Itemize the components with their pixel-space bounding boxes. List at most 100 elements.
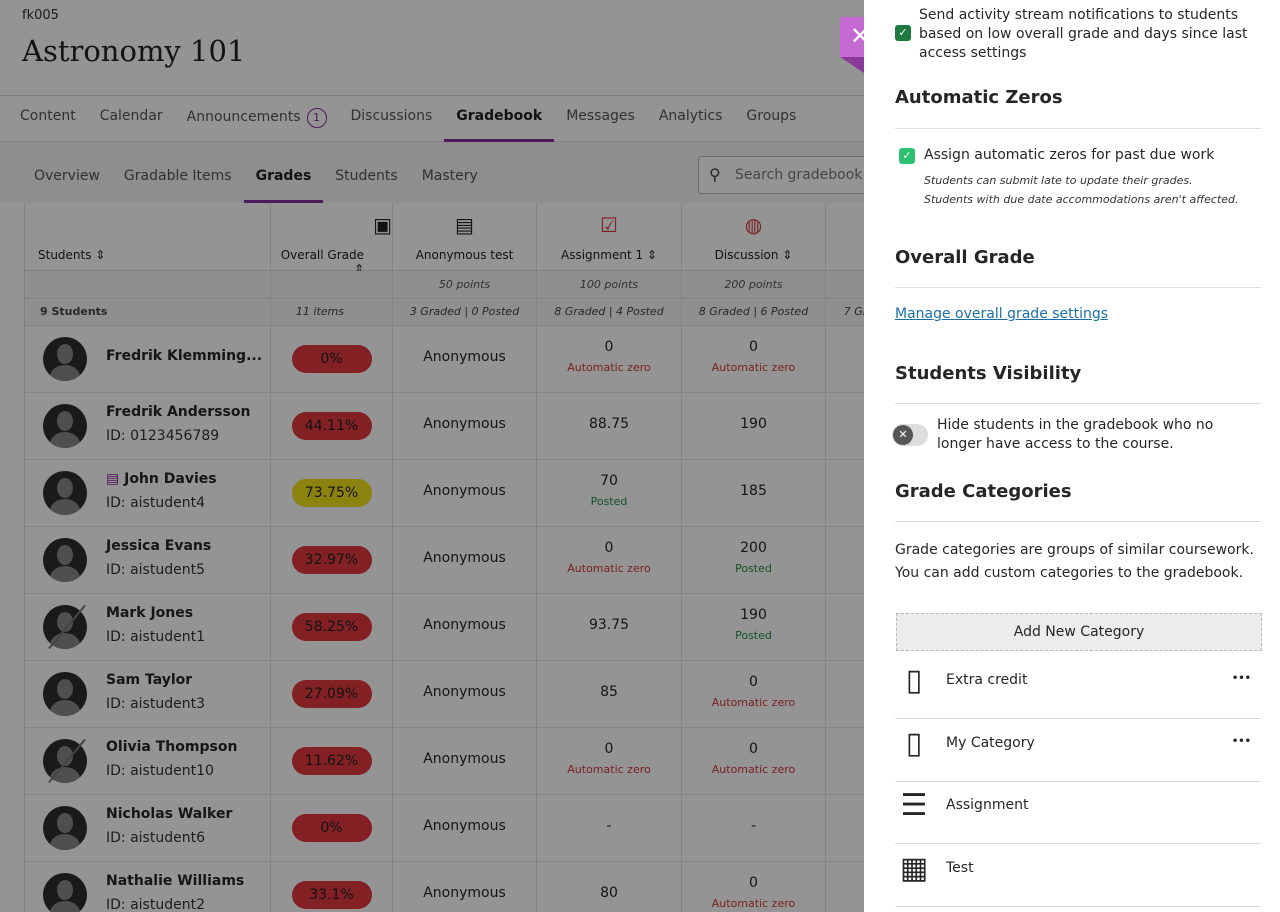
assignment-checklist-icon: ☰ (900, 788, 928, 823)
subtab-gradable-items[interactable]: Gradable Items (123, 168, 232, 184)
assignment-1-cell[interactable]: 80 (537, 862, 682, 912)
category-label: Assignment (946, 797, 1029, 813)
student-name[interactable]: Nathalie Williams (106, 873, 244, 889)
assignment-1-cell[interactable]: 85 (537, 661, 682, 727)
student-name[interactable]: Jessica Evans (106, 538, 211, 554)
student-cell[interactable]: Nicholas Walker ID: aistudent6 (25, 795, 271, 861)
student-cell[interactable]: ▤ John Davies ID: aistudent4 (25, 460, 271, 526)
student-name[interactable]: ▤ John Davies (106, 471, 217, 487)
overall-grade-cell[interactable]: 0% (271, 795, 393, 861)
subtab-mastery[interactable]: Mastery (421, 168, 478, 184)
more-options-icon[interactable]: ••• (1231, 735, 1251, 747)
tab-content[interactable]: Content (8, 96, 88, 141)
search-input[interactable]: ⚲ Search gradebook (698, 156, 864, 194)
tab-groups[interactable]: Groups (734, 96, 808, 141)
student-name[interactable]: Mark Jones (106, 605, 193, 621)
anonymous-test-cell[interactable]: Anonymous (393, 326, 537, 392)
overall-grade-cell[interactable]: 0% (271, 326, 393, 392)
tab-calendar[interactable]: Calendar (88, 96, 175, 141)
tab-announcements[interactable]: Announcements 1 (175, 96, 339, 141)
overall-grade-cell[interactable]: 44.11% (271, 393, 393, 459)
discussion-cell[interactable]: 0 Automatic zero (682, 862, 826, 912)
assignment-1-cell[interactable]: 70 Posted (537, 460, 682, 526)
avatar (43, 337, 87, 381)
student-name[interactable]: Fredrik Andersson (106, 404, 250, 420)
column-header[interactable]: ▣ Overall Grade ⇕ (271, 203, 393, 276)
subtab-overview[interactable]: Overview (34, 168, 100, 184)
overall-grade-cell[interactable]: 58.25% (271, 594, 393, 660)
student-cell[interactable]: Fredrik Klemming... (25, 326, 271, 392)
tab-label: Discussions (350, 108, 433, 124)
test-grid-icon: ▦ (899, 850, 929, 886)
discussion-cell[interactable]: 190 Posted (682, 594, 826, 660)
discussion-cell[interactable]: 190 (682, 393, 826, 459)
manage-overall-grade-link[interactable]: Manage overall grade settings (895, 306, 1109, 322)
anonymous-test-cell[interactable]: Anonymous (393, 862, 537, 912)
column-header[interactable]: ◍ Discussion ⇕ (682, 203, 826, 270)
subtab-grades[interactable]: Grades (243, 142, 324, 203)
discussion-cell[interactable]: 0 Automatic zero (682, 728, 826, 794)
anonymous-test-cell[interactable]: Anonymous (393, 661, 537, 727)
student-name[interactable]: Nicholas Walker (106, 806, 232, 822)
anonymous-test-cell[interactable]: Anonymous (393, 527, 537, 593)
student-cell[interactable]: Nathalie Williams ID: aistudent2 (25, 862, 271, 912)
assignment-1-cell[interactable]: 0 Automatic zero (537, 527, 682, 593)
overall-grade-cell[interactable]: 11.62% (271, 728, 393, 794)
column-label: Overall Grade ⇕ (280, 248, 364, 276)
student-cell[interactable]: Sam Taylor ID: aistudent3 (25, 661, 271, 727)
student-name[interactable]: Olivia Thompson (106, 739, 237, 755)
overall-grade-cell[interactable]: 27.09% (271, 661, 393, 727)
course-id: fk005 (22, 8, 59, 23)
category-item[interactable]: ☰ Assignment (895, 782, 1261, 844)
modal-overlay[interactable] (0, 0, 864, 912)
assignment-1-cell[interactable]: 0 Automatic zero (537, 728, 682, 794)
more-options-icon[interactable]: ••• (1231, 673, 1251, 684)
anonymous-test-cell[interactable]: Anonymous (393, 728, 537, 794)
anonymous-test-cell[interactable]: Anonymous (393, 393, 537, 459)
column-points: 200 points (682, 271, 826, 298)
student-cell[interactable]: Jessica Evans ID: aistudent5 (25, 527, 271, 593)
grade-status: Posted (735, 562, 772, 575)
category-item[interactable]: ▦ Test (895, 845, 1261, 907)
grade-status: Posted (735, 629, 772, 642)
tab-messages[interactable]: Messages (554, 96, 647, 141)
column-header[interactable]: Students ⇕ (25, 203, 271, 270)
assignment-1-cell[interactable]: 88.75 (537, 393, 682, 459)
student-cell[interactable]: Mark Jones ID: aistudent1 (25, 594, 271, 660)
notify-checkbox[interactable]: ✓ (895, 25, 911, 41)
column-header[interactable]: ▤ Anonymous test (393, 203, 537, 270)
add-category-button[interactable]: Add New Category (896, 613, 1262, 651)
divider (895, 128, 1261, 129)
anonymous-test-cell[interactable]: Anonymous (393, 795, 537, 861)
column-header[interactable]: ☑ Assignment 1 ⇕ (537, 203, 682, 270)
assignment-1-cell[interactable]: - (537, 795, 682, 861)
column-points: 50 points (393, 271, 537, 298)
overall-grade-cell[interactable]: 32.97% (271, 527, 393, 593)
overall-grade-cell[interactable]: 33.1% (271, 862, 393, 912)
discussion-cell[interactable]: 200 Posted (682, 527, 826, 593)
close-tab-fold (840, 57, 864, 73)
assignment-1-cell[interactable]: 0 Automatic zero (537, 326, 682, 392)
tab-analytics[interactable]: Analytics (647, 96, 735, 141)
student-cell[interactable]: Olivia Thompson ID: aistudent10 (25, 728, 271, 794)
overall-grade-cell[interactable]: 73.75% (271, 460, 393, 526)
hide-students-toggle[interactable]: ✕ (892, 424, 928, 446)
discussion-cell[interactable]: 0 Automatic zero (682, 661, 826, 727)
discussion-cell[interactable]: 0 Automatic zero (682, 326, 826, 392)
auto-zeros-checkbox[interactable]: ✓ (899, 148, 915, 164)
tab-gradebook[interactable]: Gradebook (444, 96, 555, 142)
category-item[interactable]: ▯ My Category ••• (895, 720, 1261, 782)
student-name[interactable]: Sam Taylor (106, 672, 192, 688)
anonymous-test-cell[interactable]: Anonymous (393, 594, 537, 660)
discussion-cell[interactable]: - (682, 795, 826, 861)
subtab-students[interactable]: Students (335, 168, 398, 184)
test-icon: ▤ (455, 213, 474, 237)
assignment-1-cell[interactable]: 93.75 (537, 594, 682, 660)
student-cell[interactable]: Fredrik Andersson ID: 0123456789 (25, 393, 271, 459)
category-item[interactable]: ▯ Extra credit ••• (895, 657, 1261, 719)
anonymous-test-cell[interactable]: Anonymous (393, 460, 537, 526)
student-name[interactable]: Fredrik Klemming... (106, 348, 262, 364)
discussion-cell[interactable]: 185 (682, 460, 826, 526)
categories-heading: Grade Categories (895, 481, 1072, 502)
tab-discussions[interactable]: Discussions (339, 96, 445, 141)
